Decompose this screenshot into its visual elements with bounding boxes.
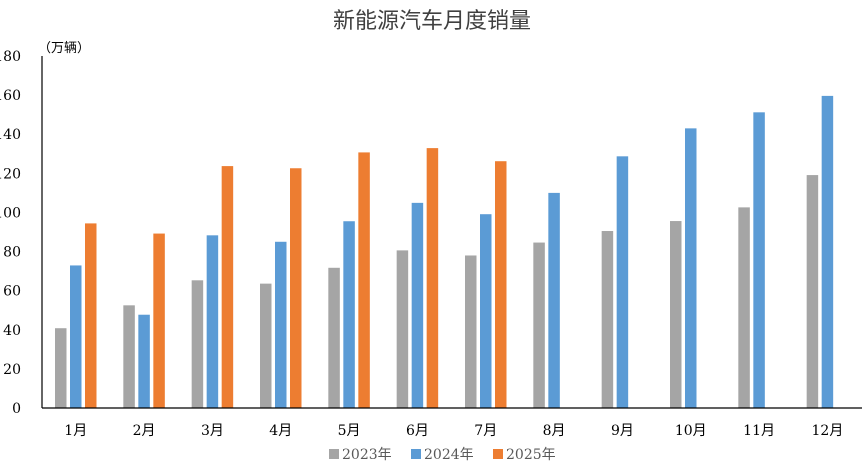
legend-swatch <box>493 449 503 459</box>
y-tick-label: 120 <box>0 166 21 182</box>
x-tick-label: 9月 <box>611 423 634 439</box>
bar-2-9 <box>616 156 629 408</box>
bar-1-2 <box>123 305 135 408</box>
bar-3-7 <box>495 161 507 408</box>
legend: 2023年 2024年 2025年 <box>329 447 556 463</box>
legend-swatch <box>329 449 339 459</box>
bar-2-11 <box>753 112 765 408</box>
bar-2-4 <box>275 241 287 408</box>
bar-2-10 <box>685 128 697 409</box>
bar-2-6 <box>411 202 424 408</box>
bar-1-1 <box>55 328 67 408</box>
x-tick-label: 10月 <box>675 423 707 439</box>
bar-2-8 <box>548 192 560 408</box>
bar-1-9 <box>601 231 614 408</box>
y-tick-label: 60 <box>3 284 21 300</box>
y-tick-label: 80 <box>3 245 21 261</box>
x-tick-label: 4月 <box>269 423 292 439</box>
legend-label: 2025年 <box>506 447 556 463</box>
bar-2-5 <box>343 221 355 408</box>
bar-1-10 <box>670 221 682 408</box>
bar-2-2 <box>138 314 150 408</box>
x-tick-label: 2月 <box>133 423 156 439</box>
x-tick-label: 1月 <box>64 423 87 439</box>
x-tick-label: 12月 <box>812 423 844 439</box>
bar-1-7 <box>465 255 477 408</box>
y-tick-label: 20 <box>3 362 21 378</box>
x-tick-label: 8月 <box>543 423 566 439</box>
y-tick-label: 0 <box>12 401 21 417</box>
bar-1-12 <box>806 175 819 408</box>
legend-label: 2024年 <box>424 447 474 463</box>
y-ticks-group: 0 20 40 60 80 100 120 140 160 180 <box>0 49 21 417</box>
bar-3-1 <box>85 223 97 408</box>
bar-1-4 <box>260 283 272 408</box>
bar-3-2 <box>153 233 165 408</box>
bar-1-5 <box>328 267 340 408</box>
bar-2-1 <box>70 265 82 408</box>
bar-1-8 <box>533 242 545 408</box>
y-tick-label: 100 <box>0 205 21 221</box>
bar-3-5 <box>358 152 370 408</box>
bar-3-6 <box>426 148 439 409</box>
y-tick-label: 180 <box>0 49 21 65</box>
bar-1-3 <box>191 280 204 408</box>
bar-1-11 <box>738 207 750 408</box>
y-tick-label: 40 <box>3 323 21 339</box>
x-tick-label: 3月 <box>201 423 224 439</box>
bar-3-3 <box>221 166 234 408</box>
x-ticks-group: 1月 2月 3月 4月 5月 6月 7月 8月 9月 10月 11月 12月 <box>64 423 843 439</box>
axes-group <box>41 56 862 409</box>
legend-label: 2023年 <box>342 447 392 463</box>
x-tick-label: 7月 <box>474 423 497 439</box>
bar-2-12 <box>821 95 834 408</box>
legend-swatch <box>411 449 421 459</box>
x-tick-label: 6月 <box>406 423 429 439</box>
x-tick-label: 5月 <box>338 423 361 439</box>
x-tick-label: 11月 <box>743 423 775 439</box>
bar-2-3 <box>206 235 219 408</box>
bar-2-7 <box>480 214 492 408</box>
bars-group <box>55 95 834 409</box>
y-tick-label: 140 <box>0 127 21 143</box>
bar-1-6 <box>396 250 409 408</box>
y-tick-label: 160 <box>0 88 21 104</box>
chart-title: 新能源汽车月度销量 <box>333 9 531 34</box>
bar-3-4 <box>290 168 302 408</box>
y-axis-unit-label: （万辆） <box>38 41 90 56</box>
